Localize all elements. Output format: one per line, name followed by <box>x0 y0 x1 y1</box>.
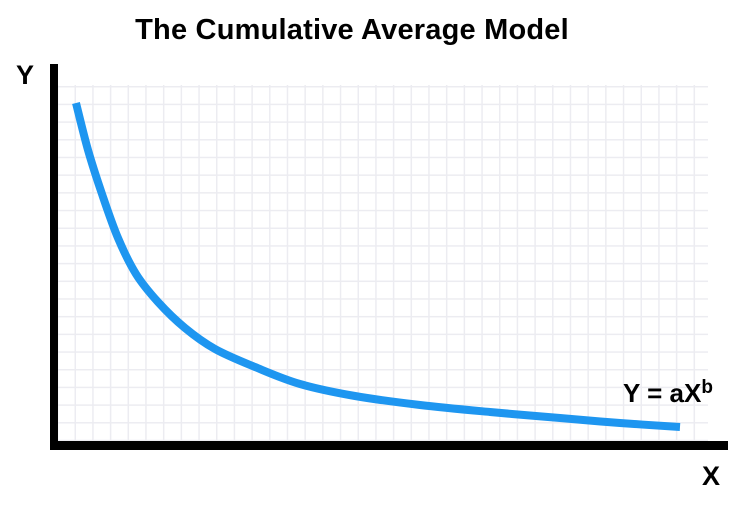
y-axis-label: Y <box>16 60 35 90</box>
y-axis-line <box>50 64 58 450</box>
chart-title: The Cumulative Average Model <box>135 14 569 46</box>
x-axis-label: X <box>702 461 721 491</box>
grid-background <box>58 85 708 441</box>
equation-base: Y = aX <box>623 378 702 408</box>
x-axis-line <box>50 441 728 450</box>
equation-exponent: b <box>701 377 713 398</box>
equation-annotation: Y = aXb <box>623 377 713 409</box>
cumulative-average-curve <box>72 102 681 431</box>
